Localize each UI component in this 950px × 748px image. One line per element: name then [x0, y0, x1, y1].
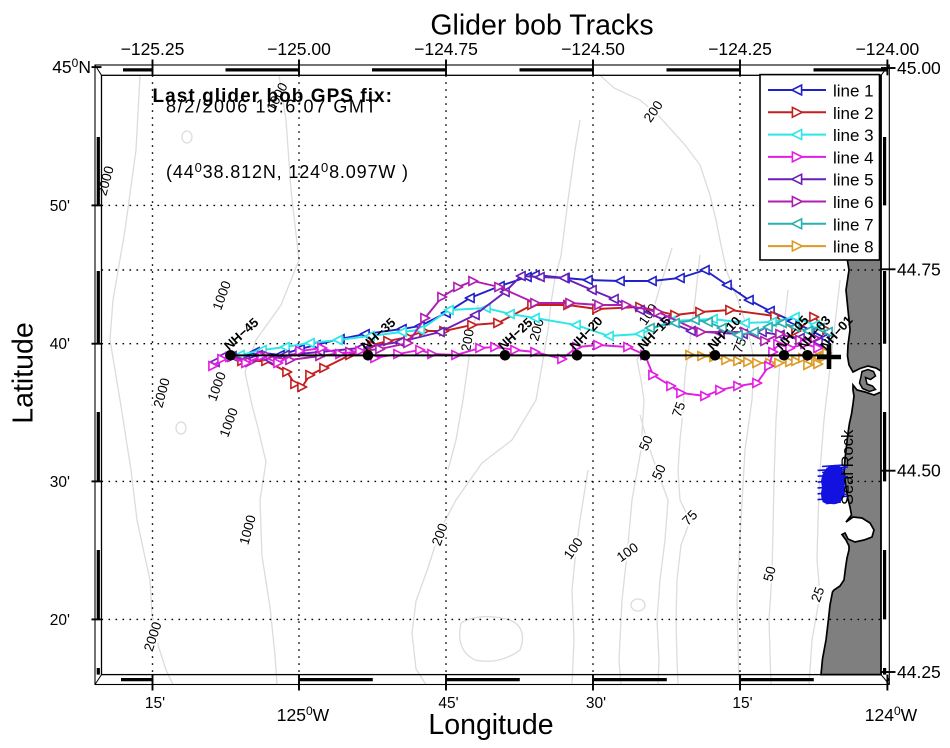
svg-text:line 5: line 5 [833, 171, 874, 190]
svg-text:75: 75 [669, 400, 688, 419]
svg-text:Longitude: Longitude [428, 709, 553, 741]
svg-text:45.00: 45.00 [897, 58, 941, 78]
svg-text:30': 30' [50, 474, 70, 491]
svg-text:−125.25: −125.25 [121, 39, 185, 59]
svg-text:line 7: line 7 [833, 215, 874, 234]
svg-text:1240W: 1240W [865, 704, 918, 725]
svg-text:8/2/2006 15:6:07 GMT: 8/2/2006 15:6:07 GMT [166, 97, 378, 117]
svg-text:44.25: 44.25 [897, 662, 941, 682]
svg-text:line 1: line 1 [833, 82, 874, 101]
svg-text:(44038.812N, 12408.097W ): (44038.812N, 12408.097W ) [166, 160, 409, 182]
svg-text:−124.00: −124.00 [856, 39, 920, 59]
svg-text:15': 15' [145, 695, 165, 712]
svg-text:20': 20' [50, 612, 70, 629]
svg-text:line 6: line 6 [833, 193, 874, 212]
svg-text:50': 50' [50, 198, 70, 215]
svg-text:45': 45' [438, 695, 458, 712]
svg-text:line 3: line 3 [833, 126, 874, 145]
svg-text:44.75: 44.75 [897, 259, 941, 279]
svg-text:Glider bob Tracks: Glider bob Tracks [430, 10, 653, 42]
svg-text:40': 40' [50, 336, 70, 353]
svg-text:line 4: line 4 [833, 148, 874, 167]
svg-text:−124.25: −124.25 [708, 39, 772, 59]
svg-text:−125.00: −125.00 [267, 39, 331, 59]
svg-text:50: 50 [760, 565, 778, 583]
svg-text:450N: 450N [52, 56, 91, 77]
svg-text:15': 15' [732, 695, 752, 712]
svg-text:25: 25 [808, 585, 827, 604]
svg-text:Seal Rock: Seal Rock [839, 429, 857, 505]
svg-text:line 2: line 2 [833, 104, 874, 123]
svg-text:line 8: line 8 [833, 238, 874, 257]
svg-text:−124.75: −124.75 [414, 39, 478, 59]
svg-text:30': 30' [586, 695, 606, 712]
svg-text:Last glider bob GPS fix:: Last glider bob GPS fix: [153, 86, 394, 107]
svg-text:Latitude: Latitude [8, 322, 40, 423]
svg-text:1250W: 1250W [277, 704, 330, 725]
svg-text:44.50: 44.50 [897, 461, 941, 481]
svg-text:−124.50: −124.50 [561, 39, 625, 59]
